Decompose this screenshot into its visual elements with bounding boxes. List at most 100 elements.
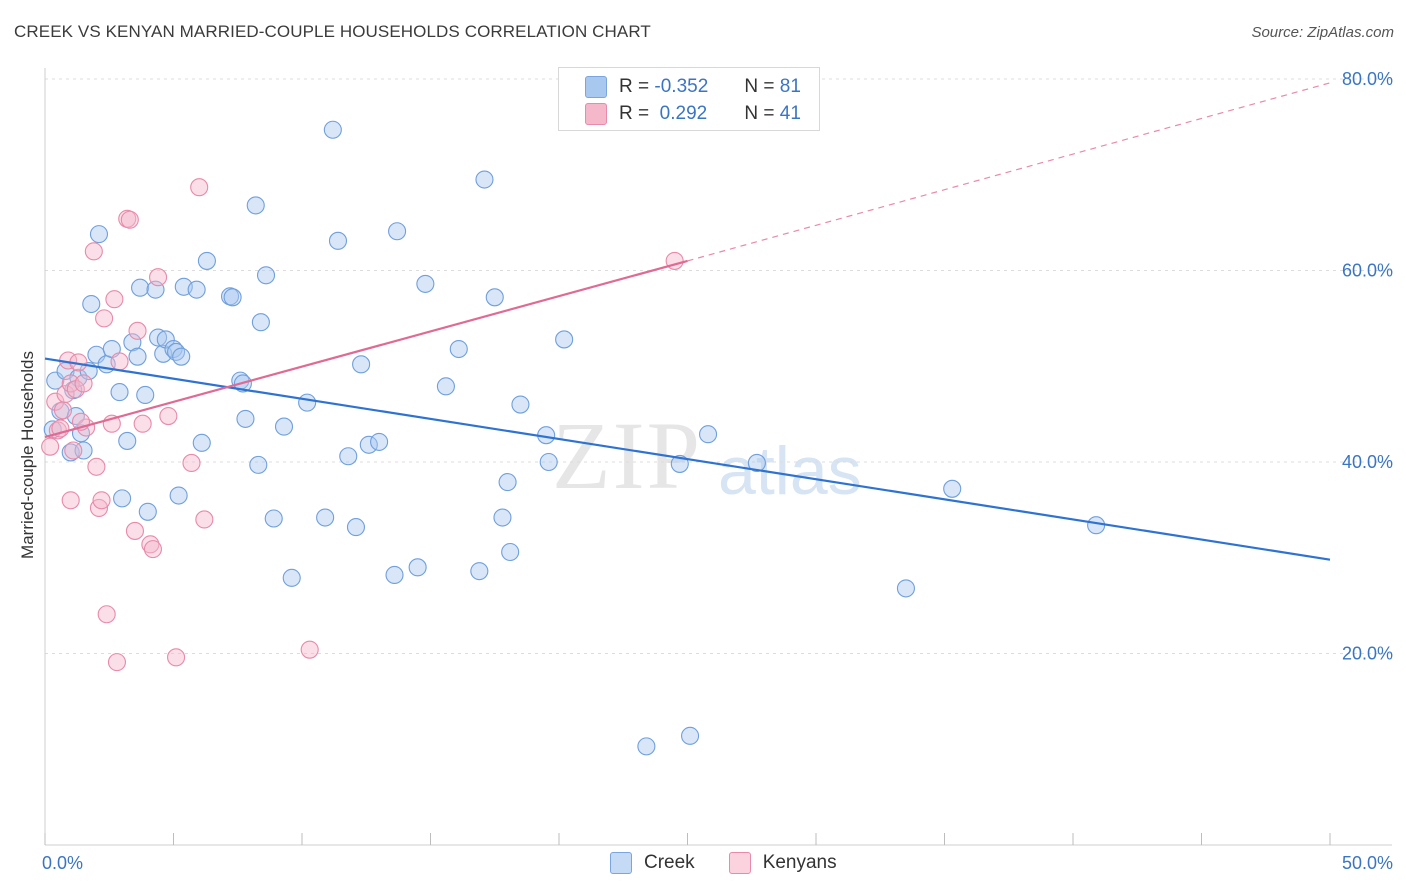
kenyans-point <box>149 268 168 287</box>
kenyans-point <box>105 290 124 309</box>
kenyans-point <box>97 605 116 624</box>
kenyans-point <box>128 321 147 340</box>
creek-point <box>136 385 155 405</box>
creek-point <box>699 425 718 444</box>
creek-swatch <box>585 76 607 98</box>
kenyans-point <box>61 491 80 510</box>
r-label: R = <box>619 103 650 124</box>
creek-point <box>113 489 132 508</box>
creek-point <box>637 737 656 756</box>
creek-point <box>82 294 101 314</box>
creek-point <box>328 231 348 250</box>
creek-point <box>501 542 520 562</box>
creek-point <box>339 447 358 466</box>
creek-point <box>131 278 150 297</box>
kenyans-swatch <box>585 103 607 125</box>
creek-point <box>511 395 530 414</box>
creek-point <box>246 196 265 215</box>
creek-point <box>470 562 489 581</box>
watermark-atlas: atlas <box>718 433 862 509</box>
watermark-zip: ZIP <box>552 402 702 509</box>
creek-point <box>164 339 183 359</box>
creek-point <box>236 409 255 428</box>
kenyans-point <box>125 521 144 540</box>
creek-point <box>138 502 157 521</box>
creek-point <box>149 328 168 347</box>
creek-point <box>251 313 270 332</box>
y-tick-label: 20.0% <box>1342 644 1393 664</box>
kenyans-point <box>143 540 162 559</box>
kenyans-point <box>87 457 106 476</box>
kenyans-point <box>300 640 319 659</box>
creek-point <box>192 433 211 452</box>
y-tick-label: 60.0% <box>1342 261 1393 281</box>
x-tick-label: 50.0% <box>1342 853 1393 873</box>
kenyans-point <box>195 510 214 529</box>
creek-point <box>256 266 276 285</box>
kenyans-point <box>61 374 80 393</box>
kenyans-point <box>56 384 75 404</box>
kenyans-point <box>110 352 129 371</box>
y-axis-label: Married-couple Households <box>18 351 37 559</box>
creek-point <box>249 455 268 474</box>
creek-point <box>172 347 191 366</box>
legend-row-creek: R = -0.352 N = 81 <box>585 75 801 99</box>
kenyans-point <box>182 453 201 473</box>
creek-point <box>123 333 142 352</box>
legend-row-kenyans: R = 0.292 N = 41 <box>585 102 801 126</box>
legend-label-kenyans: Kenyans <box>762 852 837 873</box>
y-tick-label: 40.0% <box>1342 452 1393 472</box>
kenyans-point <box>95 309 114 328</box>
chart-title: CREEK VS KENYAN MARRIED-COUPLE HOUSEHOLD… <box>14 22 651 41</box>
kenyans-point <box>167 648 186 667</box>
creek-point <box>475 170 494 189</box>
creek-point <box>555 330 574 349</box>
kenyans-swatch <box>728 852 751 874</box>
creek-point <box>408 558 427 577</box>
creek-point <box>370 432 389 451</box>
creek-point <box>298 393 317 412</box>
creek-point <box>110 383 129 402</box>
creek-point <box>169 486 188 505</box>
creek-point <box>498 473 517 492</box>
stats-legend: R = -0.352 N = 81 R = 0.292 N = 41 <box>558 67 820 131</box>
n-label: N = <box>744 76 775 97</box>
kenyans-point <box>159 406 178 426</box>
legend-label-creek: Creek <box>644 852 695 873</box>
n-label: N = <box>744 103 775 124</box>
n-value: 41 <box>779 103 801 124</box>
creek-point <box>128 347 147 366</box>
creek-point <box>223 288 242 307</box>
kenyans-point <box>190 178 209 197</box>
creek-point <box>74 441 93 460</box>
creek-point <box>89 225 109 244</box>
x-tick-label: 0.0% <box>42 853 83 873</box>
r-value: 0.292 <box>654 103 708 124</box>
creek-point <box>352 355 371 374</box>
creek-point <box>167 342 186 361</box>
creek-point <box>436 377 455 396</box>
creek-point <box>539 452 558 472</box>
creek-point <box>385 565 404 585</box>
creek-point <box>449 339 468 359</box>
creek-point <box>264 509 283 528</box>
kenyans-point <box>64 441 83 460</box>
kenyans-point <box>120 210 139 229</box>
legend-item-creek: Creek <box>610 852 695 874</box>
creek-point <box>493 508 512 527</box>
creek-point <box>156 330 175 349</box>
r-label: R = <box>619 76 650 97</box>
creek-point <box>316 508 335 527</box>
r-value: -0.352 <box>654 76 709 97</box>
creek-point <box>359 435 378 454</box>
legend-item-kenyans: Kenyans <box>728 852 837 874</box>
kenyans-point <box>92 491 111 510</box>
n-value: 81 <box>779 76 801 97</box>
creek-point <box>416 274 435 293</box>
creek-point <box>896 579 916 598</box>
creek-point <box>323 120 342 139</box>
kenyans-trend-line <box>44 259 688 439</box>
kenyans-point <box>53 401 73 420</box>
kenyans-point <box>84 242 103 261</box>
